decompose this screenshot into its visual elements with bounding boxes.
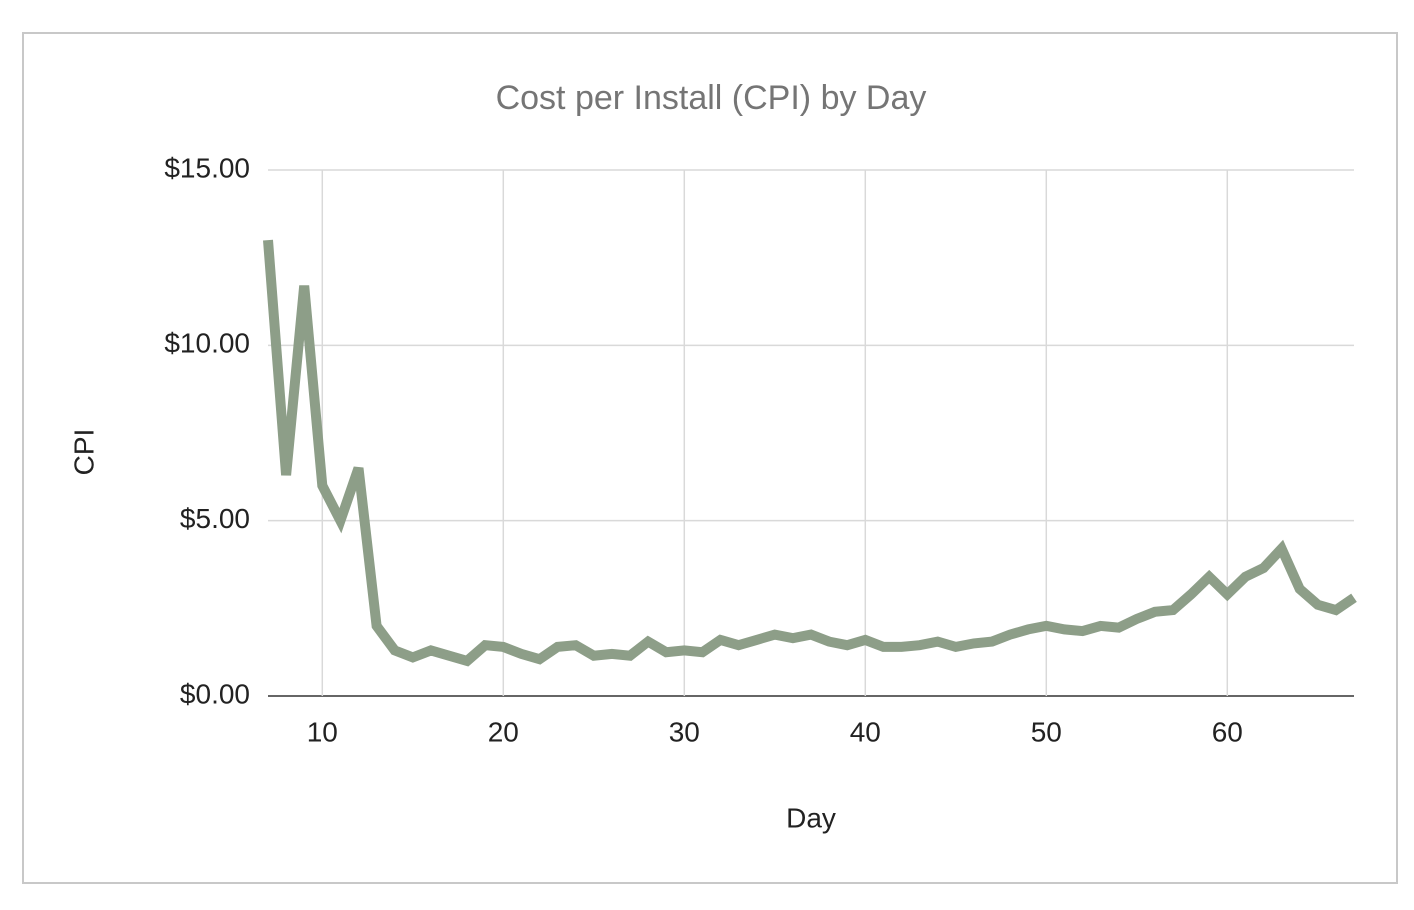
y-axis-title: CPI <box>68 429 99 476</box>
data-line <box>263 239 1357 667</box>
x-tick-label: 30 <box>669 716 700 747</box>
x-tick-label: 60 <box>1212 716 1243 747</box>
y-tick-label: $10.00 <box>164 328 250 359</box>
x-tick-label: 40 <box>850 716 881 747</box>
y-tick-label: $0.00 <box>180 678 250 709</box>
chart-title: Cost per Install (CPI) by Day <box>496 79 927 117</box>
x-tick-label: 50 <box>1031 716 1062 747</box>
x-axis-title: Day <box>786 802 836 833</box>
x-tick-label: 10 <box>307 716 338 747</box>
chart-frame <box>22 32 1398 884</box>
x-tick-label: 20 <box>488 716 519 747</box>
y-tick-label: $15.00 <box>164 152 250 183</box>
y-tick-label: $5.00 <box>180 503 250 534</box>
